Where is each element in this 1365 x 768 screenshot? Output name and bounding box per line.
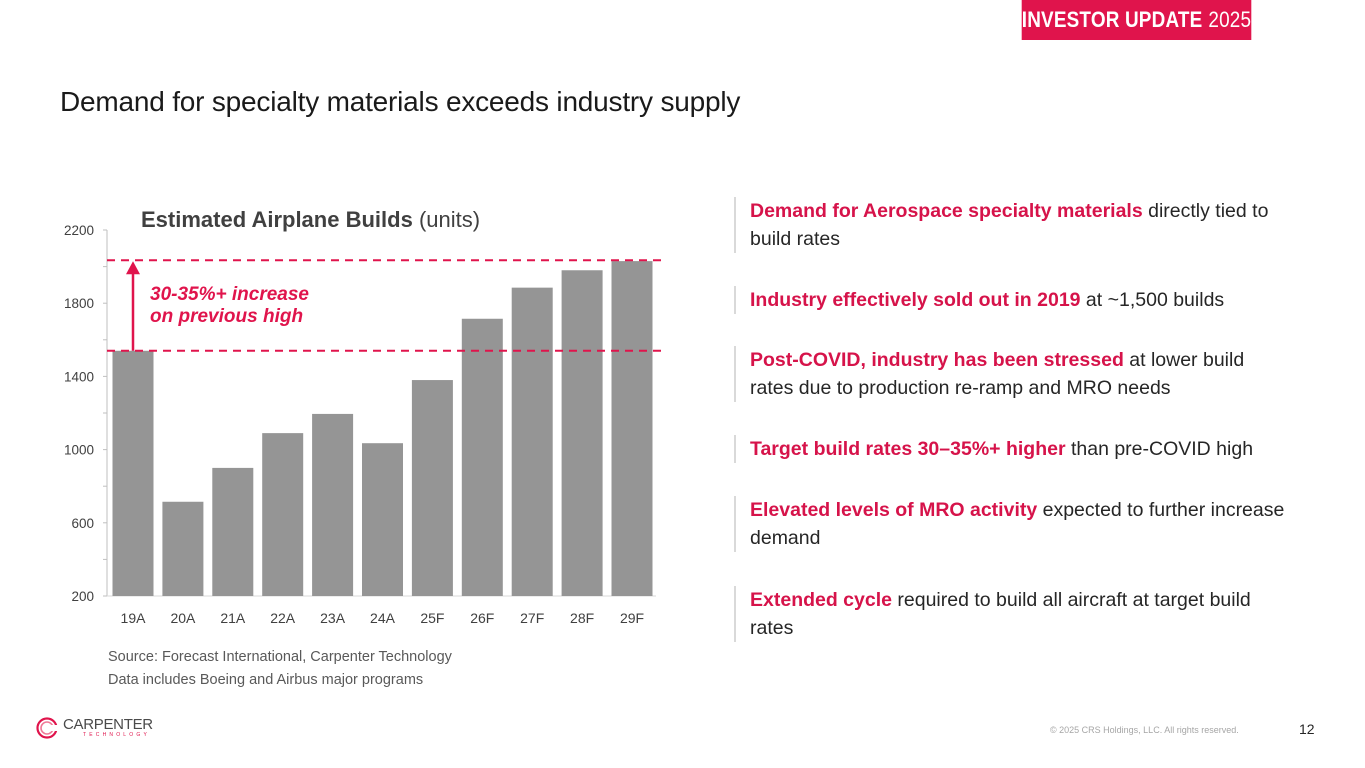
x-tick-label: 20A <box>170 610 196 626</box>
x-tick-label: 24A <box>370 610 396 626</box>
x-tick-label: 26F <box>470 610 494 626</box>
x-tick-label: 28F <box>570 610 594 626</box>
carpenter-logo: CARPENTER TECHNOLOGY <box>36 717 153 739</box>
bar-21A <box>212 467 254 596</box>
bar-23A <box>312 413 354 596</box>
x-tick-label: 29F <box>620 610 644 626</box>
x-tick-label: 27F <box>520 610 544 626</box>
chart-title: Estimated Airplane Builds (units) <box>141 207 480 233</box>
x-axis-labels: 19A 20A 21A 22A 23A 24A 25F 26F 27F 28F 29F <box>121 610 645 626</box>
key-point-text: expected to further increase demand <box>750 499 1285 549</box>
key-point-text: directly tied to build rates <box>750 200 1269 250</box>
page-number: 12 <box>1299 721 1315 737</box>
key-point-text: at lower build rates due to production r… <box>750 349 1245 399</box>
key-point-highlight: Demand for Aerospace specialty materials <box>750 200 1143 222</box>
bar-29F <box>611 261 653 596</box>
increase-arrow-head-icon <box>126 261 140 275</box>
bar-22A <box>262 433 304 596</box>
key-point: Industry effectively sold out in 2019 at… <box>734 286 1290 314</box>
chart-title-bold: Estimated Airplane Builds <box>141 207 413 232</box>
chart-title-unit: (units) <box>418 207 481 232</box>
x-tick-label: 23A <box>320 610 346 626</box>
bar-24A <box>362 443 403 596</box>
annotation-line-2: on previous high <box>150 306 304 327</box>
badge-year: 2025 <box>1208 7 1252 32</box>
logo-subtitle: TECHNOLOGY <box>83 732 151 738</box>
key-point-text: required to build all aircraft at target… <box>750 589 1251 639</box>
key-point: Target build rates 30–35%+ higher than p… <box>734 435 1290 463</box>
x-tick-label: 22A <box>270 610 296 626</box>
key-point-highlight: Post-COVID, industry has been stressed <box>750 349 1124 371</box>
increase-annotation: 30-35%+ increase on previous high <box>150 284 309 328</box>
y-tick-label: 1800 <box>64 296 94 311</box>
bar-25F <box>411 380 453 596</box>
bar-19A <box>112 350 154 596</box>
chart-source: Source: Forecast International, Carpente… <box>108 646 452 692</box>
bar-20A <box>162 501 204 596</box>
carpenter-swirl-icon <box>36 717 58 739</box>
source-line-2: Data includes Boeing and Airbus major pr… <box>108 672 424 688</box>
key-point: Demand for Aerospace specialty materials… <box>734 197 1290 253</box>
x-tick-label: 25F <box>420 610 444 626</box>
key-point-highlight: Target build rates 30–35%+ higher <box>750 438 1066 460</box>
y-tick-label: 1000 <box>64 443 94 458</box>
y-tick-label: 1400 <box>64 369 94 384</box>
y-tick-label: 600 <box>71 516 94 531</box>
reference-lines <box>107 259 662 352</box>
bar-26F <box>461 318 503 596</box>
source-line-1: Source: Forecast International, Carpente… <box>108 649 452 665</box>
x-tick-label: 21A <box>220 610 246 626</box>
key-point: Post-COVID, industry has been stressed a… <box>734 346 1290 402</box>
page-title: Demand for specialty materials exceeds i… <box>60 86 741 117</box>
y-tick-label: 2200 <box>64 223 94 238</box>
airplane-builds-chart: 200 600 1000 1400 1800 2200 19A 20A 21A 22A 23A 24… <box>64 223 662 626</box>
investor-update-badge: INVESTOR UPDATE 2025 <box>1021 0 1252 40</box>
bars <box>112 261 653 596</box>
x-tick-label: 19A <box>121 610 147 626</box>
key-point-highlight: Industry effectively sold out in 2019 <box>750 289 1081 311</box>
key-point: Elevated levels of MRO activity expected… <box>734 496 1290 552</box>
annotation-line-1: 30-35%+ increase <box>150 284 309 305</box>
key-point-text: at ~1,500 builds <box>1080 289 1225 311</box>
key-point-highlight: Extended cycle <box>750 589 892 611</box>
key-point-text: than pre-COVID high <box>1065 438 1254 460</box>
bar-27F <box>511 287 553 596</box>
copyright: © 2025 CRS Holdings, LLC. All rights res… <box>1050 725 1239 735</box>
bar-28F <box>561 270 603 596</box>
key-point-highlight: Elevated levels of MRO activity <box>750 499 1038 521</box>
logo-name: CARPENTER <box>63 716 153 733</box>
y-tick-label: 200 <box>71 589 94 604</box>
key-point: Extended cycle required to build all air… <box>734 586 1290 642</box>
badge-label: INVESTOR UPDATE <box>1021 7 1203 32</box>
